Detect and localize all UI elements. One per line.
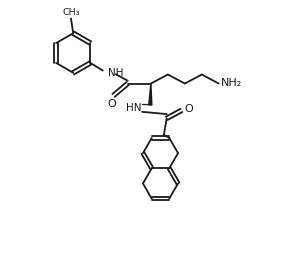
Polygon shape <box>149 83 152 105</box>
Text: O: O <box>184 104 193 114</box>
Text: CH₃: CH₃ <box>62 8 80 17</box>
Text: NH₂: NH₂ <box>221 78 242 88</box>
Text: O: O <box>107 99 116 109</box>
Text: NH: NH <box>108 68 123 78</box>
Text: HN: HN <box>126 103 142 113</box>
